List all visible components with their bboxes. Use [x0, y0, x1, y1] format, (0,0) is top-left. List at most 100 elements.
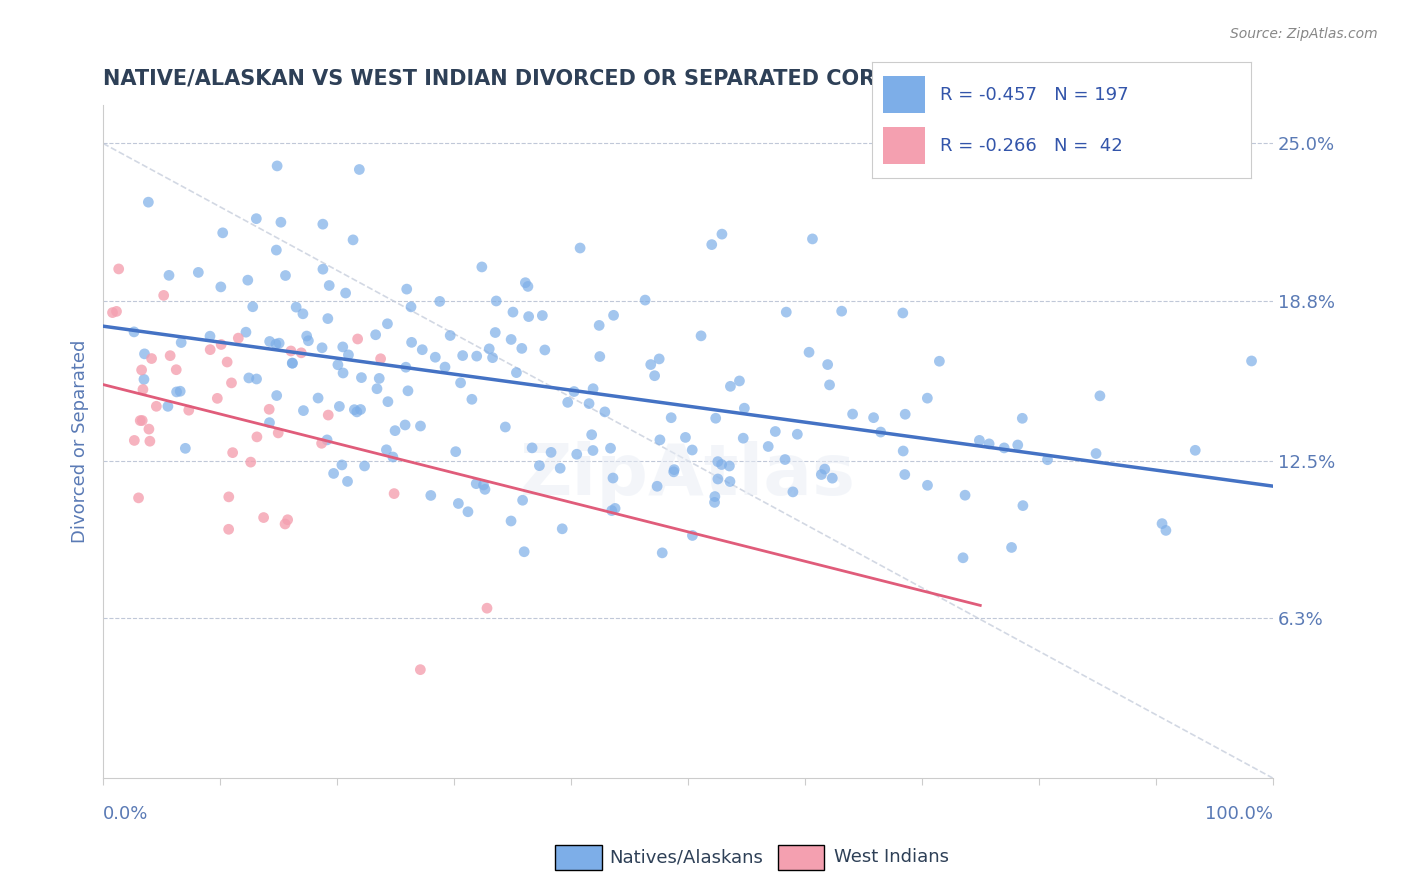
Point [565, 447, 588, 461]
Point [138, 195, 160, 210]
Point [775, 305, 797, 319]
Point [353, 458, 375, 473]
Point [465, 349, 488, 363]
Point [782, 484, 804, 499]
Point [107, 262, 129, 277]
Point [733, 401, 755, 416]
Point [105, 304, 128, 318]
Point [664, 462, 686, 476]
Point [218, 490, 240, 504]
Point [266, 388, 288, 402]
Point [165, 362, 187, 376]
Point [707, 472, 730, 486]
Point [644, 368, 666, 383]
Point [238, 371, 260, 385]
Point [917, 478, 939, 492]
Point [266, 243, 288, 257]
Point [700, 237, 723, 252]
Point [582, 382, 605, 396]
Point [425, 350, 447, 364]
Point [531, 309, 554, 323]
Point [295, 329, 318, 343]
Point [399, 300, 422, 314]
Point [602, 308, 624, 322]
Point [343, 402, 366, 417]
Point [450, 376, 472, 390]
Point [209, 280, 232, 294]
Point [1154, 524, 1177, 538]
Point [277, 513, 299, 527]
Point [869, 425, 891, 439]
Point [221, 376, 243, 390]
Point [236, 273, 259, 287]
Point [821, 471, 844, 485]
Point [1088, 389, 1111, 403]
Point [395, 282, 418, 296]
Point [267, 425, 290, 440]
Point [520, 441, 543, 455]
Point [364, 327, 387, 342]
Point [375, 442, 398, 457]
Point [328, 400, 350, 414]
Point [411, 343, 433, 357]
Text: Source: ZipAtlas.com: Source: ZipAtlas.com [1230, 27, 1378, 41]
Point [290, 346, 312, 360]
Point [894, 407, 917, 421]
Point [703, 490, 725, 504]
Point [312, 217, 335, 231]
Point [101, 305, 124, 319]
Point [569, 241, 592, 255]
Point [481, 351, 503, 365]
Point [634, 293, 657, 307]
Text: R = -0.266   N =  42: R = -0.266 N = 42 [941, 137, 1123, 155]
Point [198, 343, 221, 357]
Point [122, 325, 145, 339]
Point [312, 262, 335, 277]
Point [917, 391, 939, 405]
Point [252, 510, 274, 524]
Point [187, 265, 209, 279]
Point [969, 434, 991, 448]
Point [346, 332, 368, 346]
Point [640, 358, 662, 372]
Point [257, 402, 280, 417]
Point [953, 488, 976, 502]
Point [582, 443, 605, 458]
Point [322, 467, 344, 481]
Point [557, 395, 579, 409]
Point [366, 382, 388, 396]
Point [207, 392, 229, 406]
Point [562, 384, 585, 399]
Point [368, 371, 391, 385]
Point [218, 522, 240, 536]
Text: West Indians: West Indians [834, 848, 949, 866]
Point [465, 476, 488, 491]
Point [484, 326, 506, 340]
Point [588, 318, 610, 333]
Point [502, 305, 524, 319]
Point [132, 383, 155, 397]
Point [159, 349, 181, 363]
Point [381, 450, 404, 464]
Point [1184, 443, 1206, 458]
Point [350, 370, 373, 384]
Point [703, 495, 725, 509]
Point [291, 307, 314, 321]
Point [993, 441, 1015, 455]
Point [593, 405, 616, 419]
Point [311, 436, 333, 450]
Point [718, 475, 741, 489]
Point [332, 340, 354, 354]
Point [384, 424, 406, 438]
Point [516, 279, 538, 293]
Point [316, 408, 339, 422]
Point [461, 392, 484, 407]
Point [474, 483, 496, 497]
Point [472, 478, 495, 492]
Text: R = -0.457   N = 197: R = -0.457 N = 197 [941, 86, 1129, 103]
Point [401, 335, 423, 350]
Point [1036, 452, 1059, 467]
Point [297, 334, 319, 348]
Text: ZipAtlas: ZipAtlas [520, 441, 856, 510]
Point [578, 396, 600, 410]
